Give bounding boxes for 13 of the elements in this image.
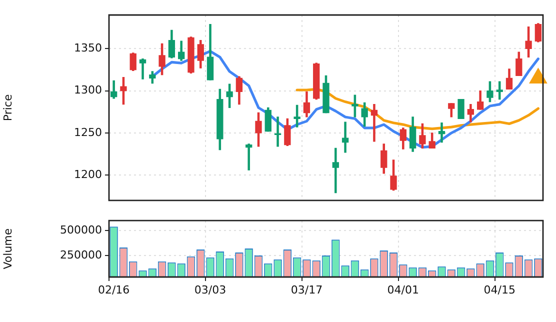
x-tick-label: 03/17	[290, 283, 323, 296]
y-tick-label: 1250	[74, 126, 102, 139]
y-axis-title: Volume	[1, 228, 14, 270]
y-tick-label: 1200	[74, 168, 102, 181]
x-tick-label: 02/16	[98, 283, 130, 296]
x-tick-label: 04/15	[484, 283, 516, 296]
y-tick-label: 250000	[60, 248, 102, 262]
y-tick-label: 500000	[60, 223, 102, 236]
y-axis-title: Price	[1, 94, 14, 122]
x-tick-label: 04/01	[387, 283, 420, 296]
y-tick-label: 1350	[74, 42, 102, 55]
y-tick-label: 1300	[74, 84, 102, 97]
x-tick-label: 03/03	[194, 283, 226, 296]
